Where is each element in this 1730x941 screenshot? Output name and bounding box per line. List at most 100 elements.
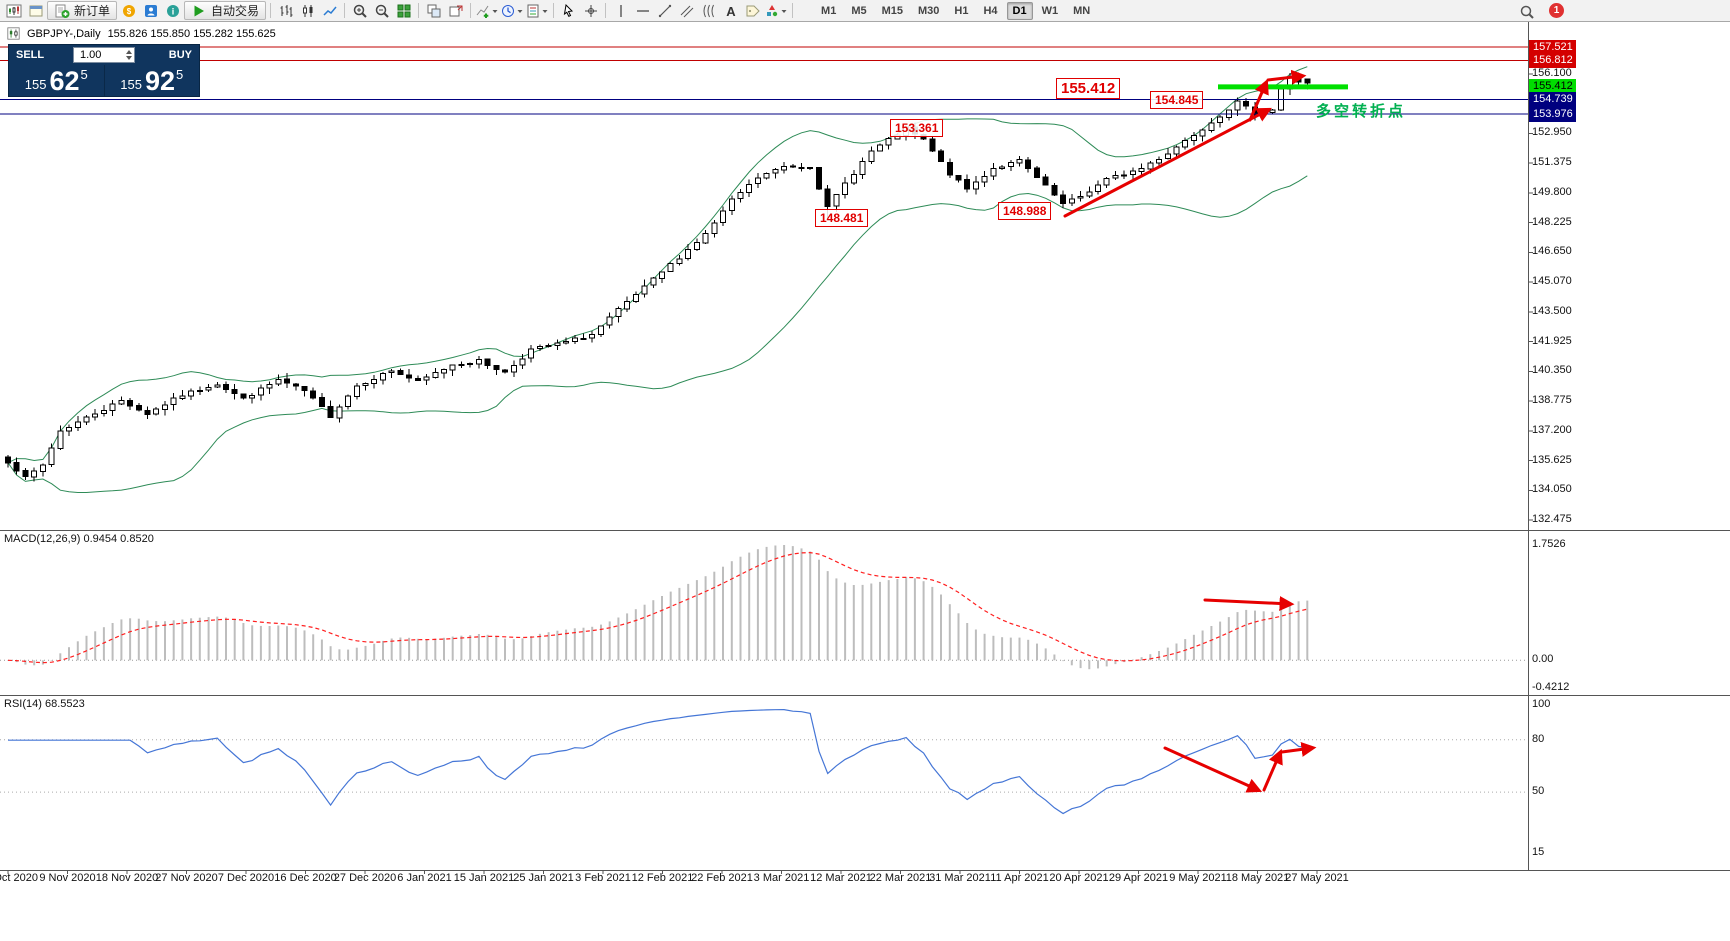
tile-windows-icon[interactable]: [393, 1, 414, 21]
date-label: 27 Nov 2020: [155, 872, 218, 884]
buy-price[interactable]: 155 92 5: [103, 65, 200, 96]
timeframe-w1[interactable]: W1: [1041, 4, 1059, 17]
price-axis-label: 134.050: [1532, 483, 1572, 496]
notification-badge[interactable]: 1: [1549, 3, 1564, 18]
label-icon[interactable]: [742, 1, 763, 21]
mql5-icon[interactable]: $: [118, 1, 139, 21]
spin-up-icon[interactable]: [126, 50, 132, 54]
chart-title: GBPJPY-,Daily 155.826 155.850 155.282 15…: [7, 27, 276, 40]
zoom-in-icon[interactable]: [349, 1, 370, 21]
window-layout-icon[interactable]: [25, 1, 46, 21]
lot-size-input[interactable]: 1.00: [73, 47, 135, 63]
timeframe-d1[interactable]: D1: [1006, 1, 1033, 20]
price-axis-label: 151.375: [1532, 156, 1572, 169]
rsi-axis-label: 80: [1532, 732, 1545, 745]
crosshair-icon[interactable]: [580, 1, 601, 21]
toolbar-separator: [418, 3, 420, 18]
price-axis-flag: 156.812: [1529, 52, 1576, 68]
info-icon[interactable]: i: [162, 1, 183, 21]
price-axis-label: 145.070: [1532, 275, 1572, 288]
date-label: 11 Apr 2021: [990, 872, 1049, 884]
cursor-icon[interactable]: [558, 1, 579, 21]
price-annotation: 155.412: [1056, 78, 1121, 99]
date-label: 29 Apr 2021: [1108, 872, 1169, 884]
auto-arrange-icon[interactable]: [423, 1, 444, 21]
chart-icon: [7, 27, 20, 40]
autotrading-button[interactable]: 自动交易: [184, 1, 267, 20]
price-axis-flag: 154.739: [1529, 92, 1576, 108]
rsi-label: RSI(14) 68.5523: [4, 698, 85, 710]
symbol-period-label: GBPJPY-,Daily: [27, 27, 101, 40]
price-axis-label: 156.100: [1532, 66, 1572, 79]
timeframe-m1[interactable]: M1: [821, 4, 837, 17]
channel-icon[interactable]: [676, 1, 697, 21]
buy-price-big: 92: [144, 66, 175, 96]
ohlc-bars-icon[interactable]: [275, 1, 296, 21]
buy-price-sup: 5: [176, 67, 184, 82]
buy-button[interactable]: BUY: [168, 49, 192, 61]
text-icon[interactable]: A: [720, 1, 741, 21]
zoom-out-icon[interactable]: [371, 1, 392, 21]
sell-price-big: 62: [49, 66, 80, 96]
fibonacci-icon[interactable]: [698, 1, 719, 21]
chart-window-icon[interactable]: [3, 1, 24, 21]
timeframe-h4[interactable]: H4: [983, 4, 998, 17]
toolbar-separator: [344, 3, 346, 18]
timeframe-m30[interactable]: M30: [918, 4, 940, 17]
date-label: 18 May 2021: [1225, 872, 1290, 884]
timeframe-m5[interactable]: M5: [851, 4, 867, 17]
toolbar-separator: [553, 3, 555, 18]
date-label: 27 May 2021: [1285, 872, 1349, 884]
toolbar-separator: [270, 3, 272, 18]
date-label: 7 Dec 2020: [217, 872, 275, 884]
price-axis-label: 140.350: [1532, 364, 1572, 377]
price-axis-label: 148.225: [1532, 215, 1572, 228]
date-label: 27 Dec 2020: [333, 872, 397, 884]
price-axis-flag: 157.521: [1529, 39, 1576, 55]
macd-axis-label: 0.00: [1532, 653, 1554, 666]
indicators-icon[interactable]: [475, 1, 499, 21]
timeframe-mn[interactable]: MN: [1073, 4, 1091, 17]
date-label: 22 Feb 2021: [691, 872, 753, 884]
price-axis-label: 143.500: [1532, 304, 1572, 317]
timeframe-m15[interactable]: M15: [881, 4, 903, 17]
price-axis-label: 152.950: [1532, 126, 1572, 139]
sell-button[interactable]: SELL: [16, 49, 45, 61]
line-chart-icon[interactable]: [319, 1, 340, 21]
search-icon[interactable]: [1516, 2, 1537, 22]
new-order-button[interactable]: 新订单: [47, 1, 118, 20]
toolbar-separator: [605, 3, 607, 18]
svg-text:A: A: [726, 4, 736, 19]
price-axis-label: 141.925: [1532, 334, 1572, 347]
ohlc-values: 155.826 155.850 155.282 155.625: [107, 27, 276, 40]
date-label: 6 Jan 2021: [397, 872, 452, 884]
svg-text:i: i: [171, 6, 174, 16]
timeframe-h1[interactable]: H1: [954, 4, 969, 17]
price-axis-flag: 153.976: [1529, 106, 1576, 122]
price-axis-label: 137.200: [1532, 423, 1572, 436]
templates-icon[interactable]: [525, 1, 549, 21]
date-label: 22 Mar 2021: [869, 872, 932, 884]
sell-price[interactable]: 155 62 5: [9, 65, 104, 96]
rsi-axis-label: 100: [1532, 698, 1551, 710]
lot-spinner[interactable]: [126, 50, 132, 60]
cascade-icon[interactable]: [445, 1, 466, 21]
candlestick-icon[interactable]: [297, 1, 318, 21]
periods-icon[interactable]: [500, 1, 524, 21]
community-icon[interactable]: [140, 1, 161, 21]
price-axis-label: 149.800: [1532, 185, 1572, 198]
price-axis-label: 138.775: [1532, 394, 1572, 407]
shapes-icon[interactable]: [764, 1, 788, 21]
hline-icon[interactable]: [632, 1, 653, 21]
price-annotation: 148.481: [815, 209, 869, 227]
sell-price-sup: 5: [80, 67, 88, 82]
lot-size-value: 1.00: [80, 49, 102, 61]
price-axis-label: 135.625: [1532, 453, 1572, 466]
macd-axis-label: 1.7526: [1532, 538, 1566, 550]
trendline-icon[interactable]: [654, 1, 675, 21]
price-annotation: 154.845: [1150, 91, 1204, 109]
vline-icon[interactable]: [610, 1, 631, 21]
spin-down-icon[interactable]: [126, 56, 132, 60]
